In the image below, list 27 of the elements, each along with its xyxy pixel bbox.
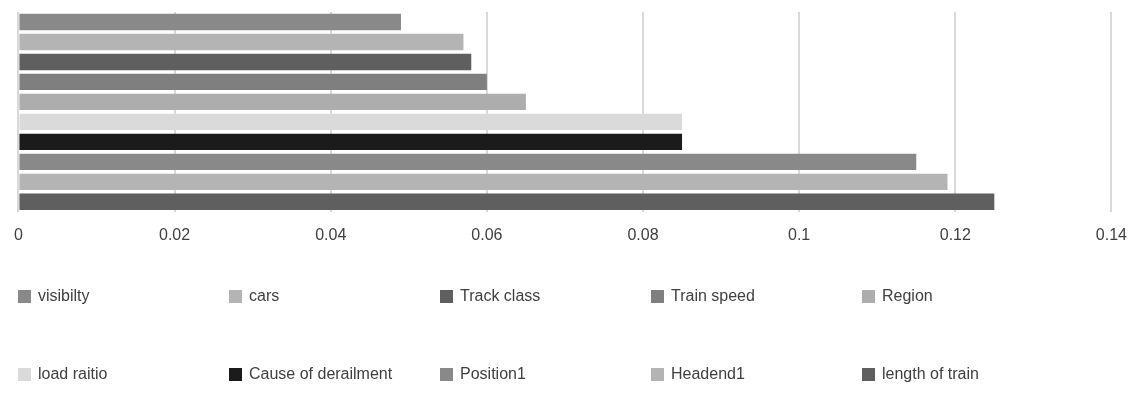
x-tick-label: 0.04 bbox=[315, 225, 347, 243]
bar bbox=[19, 93, 526, 111]
bar bbox=[19, 13, 401, 31]
legend-label: cars bbox=[249, 287, 280, 305]
bar bbox=[19, 73, 487, 91]
bar bbox=[19, 173, 948, 191]
bar bbox=[19, 33, 464, 51]
bar bbox=[19, 193, 995, 210]
x-tick-label: 0.14 bbox=[1095, 225, 1128, 243]
legend-label: Position1 bbox=[460, 365, 526, 383]
legend-label: Headend1 bbox=[671, 365, 745, 383]
x-tick-label: 0.06 bbox=[471, 225, 503, 243]
bar bbox=[19, 153, 917, 171]
legend-label: visibilty bbox=[38, 287, 90, 305]
bar bbox=[19, 133, 683, 151]
x-tick-label: 0 bbox=[14, 225, 23, 243]
x-tick-label: 0.08 bbox=[627, 225, 659, 243]
x-tick-label: 0.12 bbox=[939, 225, 971, 243]
legend-label: load raitio bbox=[38, 365, 108, 383]
bar bbox=[19, 53, 472, 71]
x-tick-label: 0.02 bbox=[159, 225, 191, 243]
legend-label: Track class bbox=[460, 287, 541, 305]
legend-label: length of train bbox=[882, 365, 979, 383]
legend-label: Cause of derailment bbox=[249, 365, 393, 383]
legend-label: Train speed bbox=[671, 287, 755, 305]
x-tick-label: 0.1 bbox=[788, 225, 811, 243]
legend-label: Region bbox=[882, 287, 933, 305]
